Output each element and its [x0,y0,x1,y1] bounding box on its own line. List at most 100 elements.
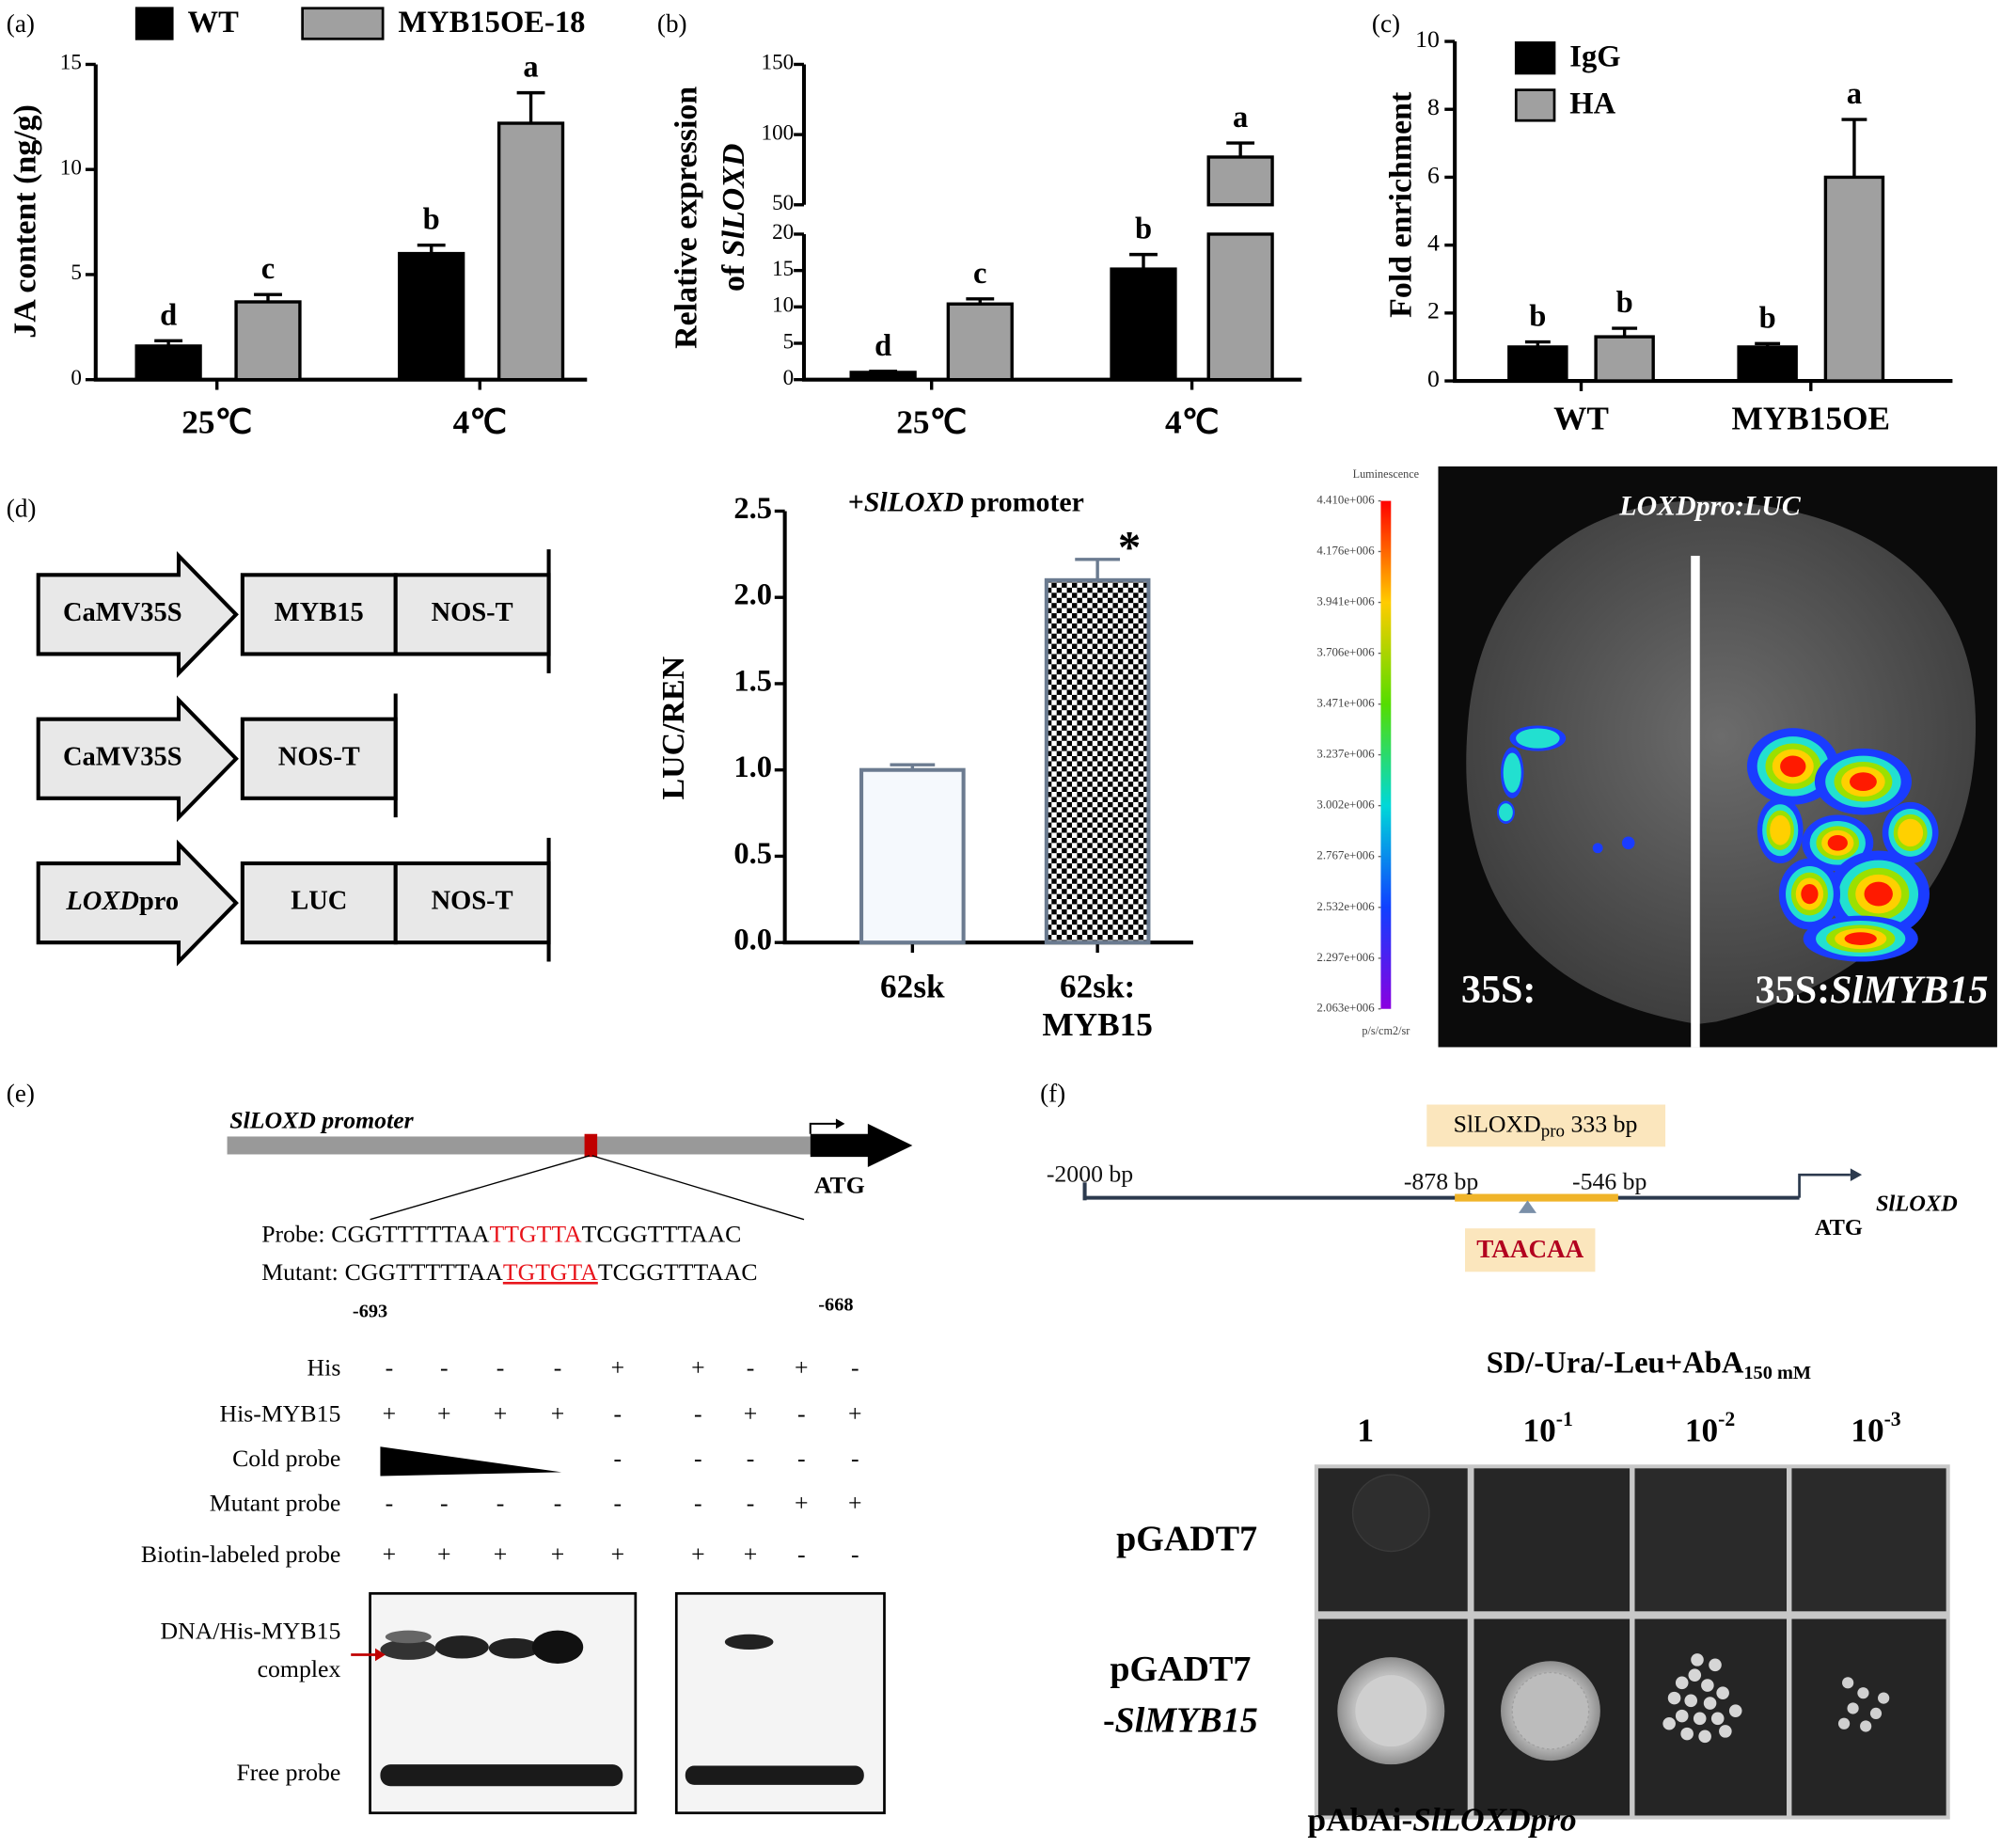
y-tick-label: 10 [60,154,82,179]
position-label: -693 [353,1301,387,1321]
y-tick-label: 50 [772,190,794,214]
significance-letter: b [1616,286,1633,320]
row-label: pGADT7 [1110,1650,1251,1689]
bar [1594,335,1655,383]
row-label: pGADT7 [1116,1520,1257,1559]
atg-label: ATG [814,1172,865,1199]
image-label-part: 35S: [1756,969,1830,1012]
promoter-name: SlLOXD promoter [229,1106,414,1133]
band-label: complex [258,1655,341,1682]
colony [1837,1717,1851,1730]
colony [1716,1686,1729,1699]
y-axis-label: Relative expression [670,87,704,349]
colony [1680,1727,1694,1741]
significance-letter: a [523,51,538,85]
x-tick-label: 62sk: [1060,968,1135,1004]
legend-label: MYB15OE-18 [398,6,585,39]
promoter-label: CaMV35S [63,742,182,771]
colorbar-tick-label: 2.532e+006 [1316,900,1375,913]
colorbar-title: Luminescence [1353,467,1419,481]
colorbar-tick-label: 2.063e+006 [1316,1002,1375,1015]
lane-sign: - [614,1490,622,1517]
legend-label: IgG [1569,40,1620,74]
panel-label: (b) [657,9,687,38]
signal-blob [1801,883,1819,905]
motif-label: TAACAA [1476,1235,1583,1263]
promoter-arrow [36,695,239,823]
colony [1691,1653,1704,1666]
bait-label-part: SlLOXDpro [1412,1802,1576,1839]
chart-title-part: + [848,487,864,518]
lane-sign: + [494,1540,508,1568]
y-tick-label: 15 [772,256,794,280]
construct-part [240,717,398,800]
x-tick-label: 25℃ [896,404,967,441]
band-label: DNA/His-MYB15 [161,1617,341,1644]
lane-sign: - [386,1354,394,1382]
colony [1675,1676,1689,1690]
panel-label: (f) [1040,1079,1065,1107]
colorbar-tick-label: 3.941e+006 [1316,594,1375,608]
legend-swatch [1514,88,1556,122]
y-tick-label: 150 [762,50,795,74]
construct-part-label: NOS-T [432,887,513,916]
colorbar-tick-label: 2.767e+006 [1316,849,1375,862]
lane-sign: + [494,1400,508,1428]
y-tick-label: 20 [772,219,794,244]
image-title: LOXDpro:LUC [1618,491,1801,522]
sequence-part: TCGGTTTAAC [582,1220,742,1247]
bar [1737,345,1798,383]
colony [1719,1725,1732,1738]
dilution-label: 10-3 [1851,1408,1900,1449]
label-part: 10 [1851,1413,1883,1449]
legend-swatch [134,7,174,40]
lane-sign: + [795,1490,809,1517]
luc-image [1438,466,1997,1048]
lane-sign: - [851,1445,859,1472]
sequence-part: TTGTTA [490,1220,582,1247]
chart-title-part: promoter [964,487,1084,518]
lane-sign: - [694,1490,702,1517]
lane-sign: + [437,1540,451,1568]
promoter-label: CaMV35S [63,598,182,627]
x-tick-label: 4℃ [1165,404,1219,441]
y-tick-label: 2.5 [733,492,772,526]
label-part: -1 [1556,1408,1573,1430]
lane-sign: + [383,1400,397,1428]
construct-part [240,573,398,656]
bar [849,371,917,382]
gene-label: SlLOXD [1876,1191,1958,1216]
significance-letter: b [1759,301,1776,335]
bait-label: pAbAi-SlLOXDpro [1308,1802,1577,1839]
y-tick-label: 10 [772,292,794,317]
colony [1709,1658,1722,1672]
lane-sign: - [386,1490,394,1517]
bar [946,302,1014,382]
lane-sign: + [691,1354,705,1382]
lane-sign: + [551,1400,565,1428]
colorbar-unit: p/s/cm2/sr [1362,1024,1410,1037]
legend-label: WT [188,6,240,39]
construct-part-label: NOS-T [432,598,513,627]
significance-letter: d [160,298,177,332]
colony [1684,1694,1697,1708]
bar [859,767,966,945]
promoter-label-part: LOXD [65,887,139,916]
colony [1703,1697,1717,1710]
significance-mark: * [1118,521,1141,573]
colorbar-tick-label: 3.237e+006 [1316,748,1375,761]
label-part: 10 [1685,1413,1718,1449]
bar [1823,175,1885,383]
colony [1662,1716,1676,1730]
significance-letter: b [1135,213,1152,246]
construct-part-label: MYB15 [275,598,364,627]
bar [1044,577,1151,945]
colony [1710,1712,1725,1726]
lane-sign: + [795,1354,809,1382]
position-label: -668 [818,1295,853,1316]
y-tick-label: 10 [1415,25,1440,53]
bar [496,121,565,382]
promoter-label-part: pro [139,887,179,916]
x-tick-label: MYB15OE [1732,401,1891,437]
construct-part-label: LUC [291,887,347,916]
